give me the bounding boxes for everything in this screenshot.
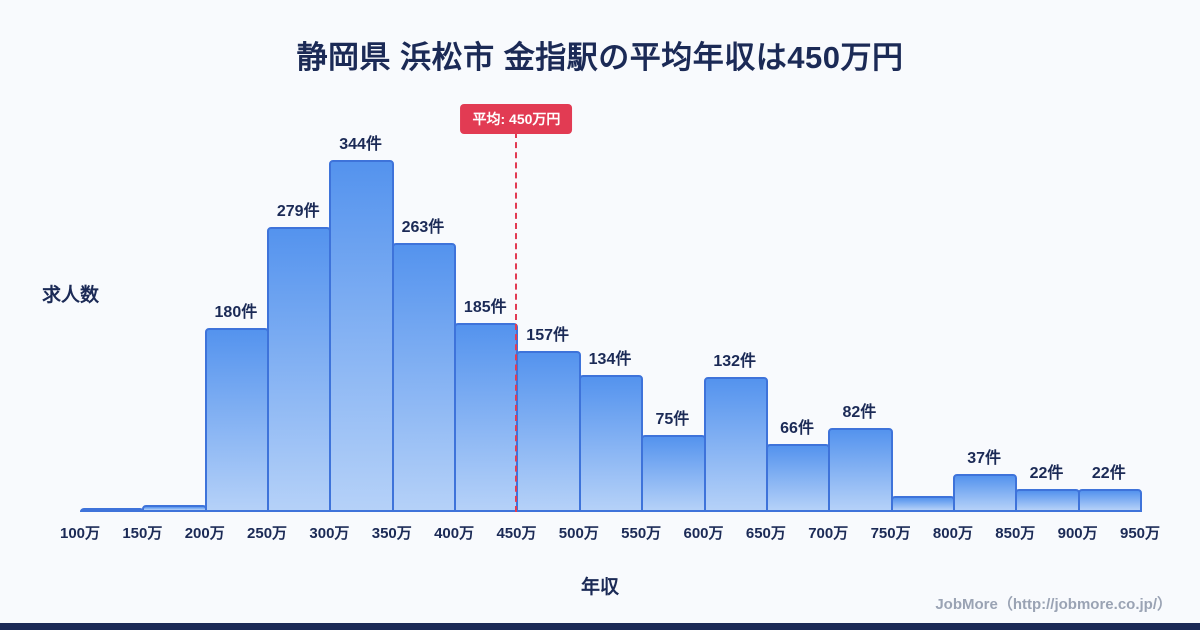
x-axis-tick: 850万 [995,525,1036,542]
bar-value-label: 180件 [214,304,258,321]
histogram-bar [578,375,644,512]
y-axis-label: 求人数 [42,285,100,306]
histogram-bar [1015,489,1080,512]
histogram-bar [828,428,893,512]
x-axis-tick: 550万 [621,525,662,542]
histogram-bar [329,160,394,512]
x-axis-tick: 250万 [247,525,288,542]
histogram-bar [80,508,145,512]
x-axis-tick: 500万 [558,525,599,542]
bar-value-label: 263件 [401,219,445,236]
average-line [515,132,518,512]
bar-value-label: 134件 [588,351,632,368]
x-axis-label: 年収 [580,577,619,598]
bar-value-label: 344件 [339,136,382,153]
x-axis-tick: 100万 [59,525,101,542]
x-axis-tick: 950万 [1119,525,1161,542]
histogram-bar [267,227,332,512]
bar-value-label: 157件 [526,327,569,344]
x-axis-tick: 900万 [1057,525,1098,542]
bar-value-label: 37件 [967,450,1002,467]
bar-value-label: 66件 [780,420,814,437]
bar-value-label: 82件 [842,404,877,421]
bar-value-label: 75件 [655,411,690,428]
x-axis-tick: 650万 [745,525,786,542]
bar-value-label: 132件 [713,353,757,370]
bottom-accent-bar [0,623,1200,630]
plot-area: 平均: 450万円 180件 279件 344件 263件 185件 157件 134件 75… [80,104,1142,512]
footer-credit: JobMore（http://jobmore.co.jp/） [935,596,1172,613]
chart-title: 静岡県 浜松市 金指駅の平均年収は450万円 [296,40,904,75]
x-axis-tick: 450万 [496,525,537,542]
histogram-bar [391,243,457,512]
x-axis-tick: 700万 [808,525,849,542]
x-axis-ticks: 100万 150万 200万 250万 300万 350万 400万 450万 500万 550万… [60,522,1160,542]
x-axis-tick: 800万 [932,525,973,542]
histogram-bar [765,444,831,512]
histogram-bar [952,474,1018,512]
histogram-bar [204,328,270,512]
histogram-bar [516,351,581,512]
x-axis-tick: 750万 [870,525,911,542]
histogram-bar [703,377,768,512]
x-axis-tick: 400万 [434,525,475,542]
histogram-bar [454,323,519,512]
bar-value-label: 22件 [1029,465,1064,482]
x-axis-tick: 600万 [683,525,724,542]
bar-value-label: 185件 [463,299,507,316]
x-axis-tick: 300万 [309,525,350,542]
histogram-bar [890,496,955,512]
bar-value-label: 279件 [276,203,320,220]
histogram-bar [142,505,207,512]
histogram-bar [1077,489,1142,512]
histogram-bar [641,435,706,512]
x-axis-tick: 200万 [184,525,225,542]
average-badge: 平均: 450万円 [460,104,573,134]
x-axis-tick: 350万 [371,525,412,542]
bar-value-label: 22件 [1091,465,1126,482]
x-axis-tick: 150万 [122,525,163,542]
